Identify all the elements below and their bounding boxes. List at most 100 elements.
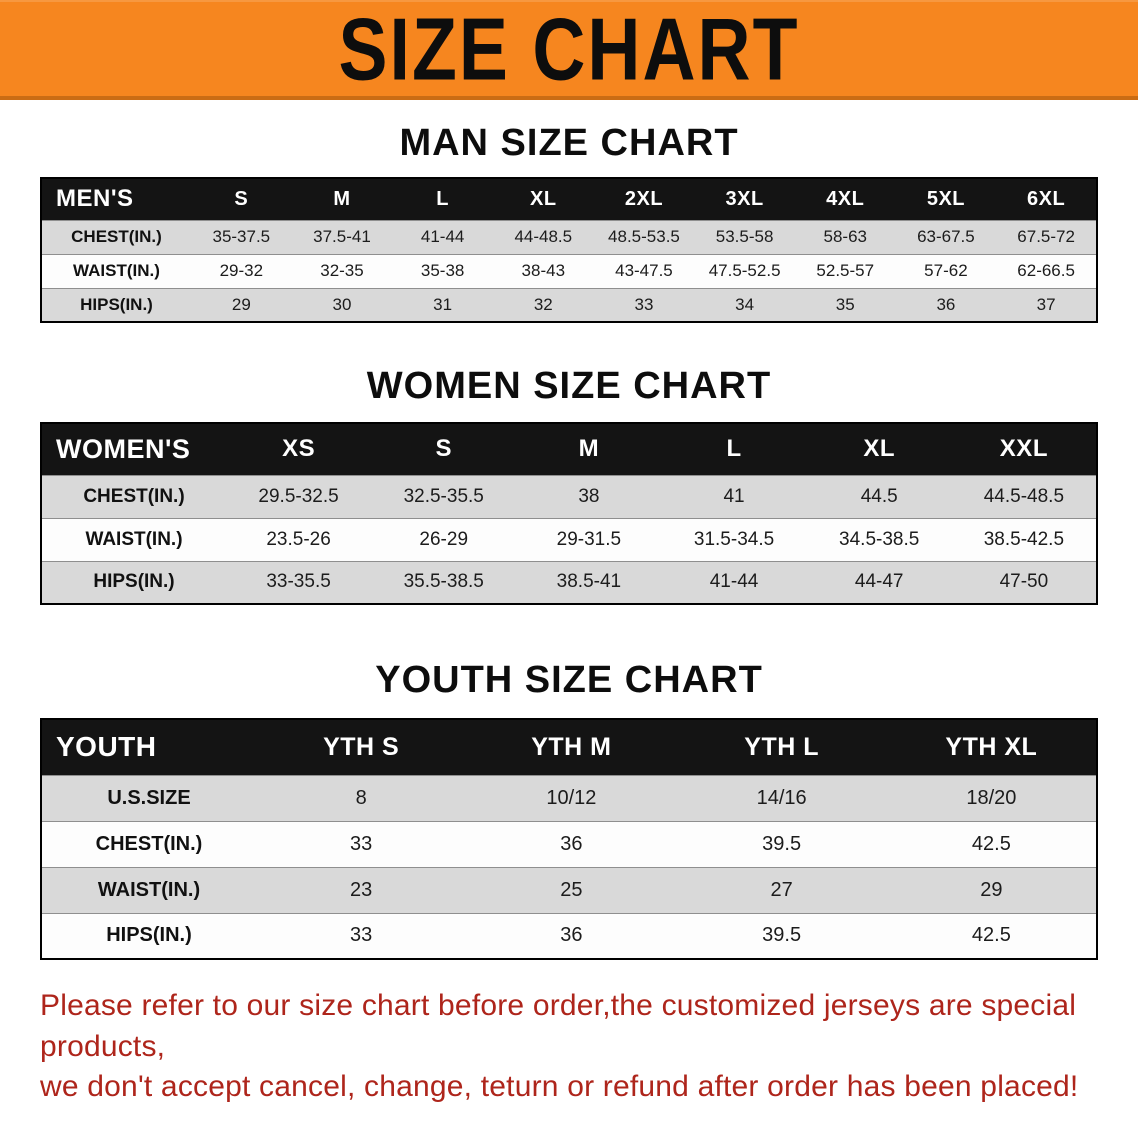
youth-size-table: YOUTH YTH S YTH M YTH L YTH XL U.S.SIZE 8 10/12…: [40, 718, 1098, 960]
table-cell: 37.5-41: [291, 219, 393, 254]
table-cell: 44-47: [806, 560, 952, 604]
size-column-header: 5XL: [895, 178, 997, 220]
table-row: WAIST(IN.) 23 25 27 29: [41, 866, 1097, 913]
size-column-header: 3XL: [694, 178, 795, 220]
table-cell: 23.5-26: [226, 517, 372, 561]
disclaimer-line-2: we don't accept cancel, change, teturn o…: [40, 1070, 1079, 1103]
row-label: HIPS(IN.): [41, 912, 256, 959]
women-size-table: WOMEN'S XS S M L XL XXL CHEST(IN.) 29.5-32.5 32.5…: [40, 422, 1098, 605]
size-column-header: XXL: [951, 423, 1097, 475]
banner: SIZE CHART: [0, 0, 1138, 100]
table-cell: 42.5: [886, 912, 1097, 959]
row-label: WAIST(IN.): [41, 866, 256, 913]
table-cell: 57-62: [895, 253, 997, 288]
table-cell: 29-32: [191, 253, 292, 288]
size-column-header: M: [516, 423, 662, 475]
disclaimer-line-1: Please refer to our size chart before or…: [40, 989, 1077, 1063]
table-cell: 35: [794, 287, 896, 322]
size-column-header: 4XL: [794, 178, 896, 220]
table-row: WAIST(IN.) 29-32 32-35 35-38 38-43 43-47.5 47.…: [41, 253, 1097, 288]
size-column-header: 2XL: [593, 178, 695, 220]
table-cell: 25: [466, 866, 677, 913]
size-column-header: YTH L: [676, 719, 887, 775]
table-cell: 23: [256, 866, 467, 913]
table-row: CHEST(IN.) 33 36 39.5 42.5: [41, 820, 1097, 867]
table-row: CHEST(IN.) 29.5-32.5 32.5-35.5 38 41 44.5 44.5…: [41, 474, 1097, 518]
table-cell: 8: [256, 774, 467, 821]
size-column-header: YTH S: [256, 719, 467, 775]
table-cell: 47.5-52.5: [694, 253, 795, 288]
men-section-heading: MAN SIZE CHART: [399, 122, 739, 164]
table-cell: 41-44: [661, 560, 807, 604]
table-cell: 38.5-42.5: [951, 517, 1097, 561]
table-cell: 44-48.5: [492, 219, 594, 254]
size-column-header: S: [371, 423, 517, 475]
table-cell: 33: [593, 287, 695, 322]
table-cell: 26-29: [371, 517, 517, 561]
table-cell: 31.5-34.5: [661, 517, 807, 561]
size-column-header: L: [392, 178, 493, 220]
table-cell: 30: [291, 287, 393, 322]
table-cell: 42.5: [886, 820, 1097, 867]
table-cell: 32-35: [291, 253, 393, 288]
size-column-header: YTH M: [466, 719, 677, 775]
table-cell: 10/12: [466, 774, 677, 821]
table-row: WAIST(IN.) 23.5-26 26-29 29-31.5 31.5-34.5 34…: [41, 517, 1097, 561]
table-title-cell: WOMEN'S: [41, 423, 226, 475]
women-section-heading: WOMEN SIZE CHART: [366, 365, 772, 407]
table-row: HIPS(IN.) 33-35.5 35.5-38.5 38.5-41 41-44 44-…: [41, 560, 1097, 604]
table-title-cell: MEN'S: [41, 178, 191, 220]
size-column-header: YTH XL: [886, 719, 1097, 775]
youth-size-section: YOUTH SIZE CHART YOUTH YTH S YTH M YTH L YTH…: [40, 659, 1098, 960]
table-row: U.S.SIZE 8 10/12 14/16 18/20: [41, 774, 1097, 821]
table-cell: 41: [661, 474, 807, 518]
table-cell: 14/16: [676, 774, 887, 821]
size-column-header: S: [191, 178, 292, 220]
table-cell: 53.5-58: [694, 219, 795, 254]
table-cell: 44.5: [806, 474, 952, 518]
table-cell: 35-38: [392, 253, 493, 288]
size-column-header: M: [291, 178, 393, 220]
size-column-header: XL: [806, 423, 952, 475]
men-size-section: MAN SIZE CHART MEN'S S M L XL 2XL 3XL 4XL 5XL 6XL…: [40, 122, 1098, 323]
table-cell: 58-63: [794, 219, 896, 254]
women-size-section: WOMEN SIZE CHART WOMEN'S XS S M L XL XXL CHEST(…: [40, 365, 1098, 605]
table-cell: 33: [256, 820, 467, 867]
table-cell: 63-67.5: [895, 219, 997, 254]
table-row: HIPS(IN.) 33 36 39.5 42.5: [41, 912, 1097, 959]
disclaimer-note: Please refer to our size chart before or…: [40, 986, 1098, 1108]
table-cell: 29: [191, 287, 292, 322]
table-cell: 35-37.5: [191, 219, 292, 254]
row-label: CHEST(IN.): [41, 219, 191, 254]
table-cell: 33: [256, 912, 467, 959]
row-label: CHEST(IN.): [41, 474, 226, 518]
table-cell: 52.5-57: [794, 253, 896, 288]
table-cell: 36: [466, 912, 677, 959]
table-cell: 29: [886, 866, 1097, 913]
table-cell: 34.5-38.5: [806, 517, 952, 561]
table-cell: 41-44: [392, 219, 493, 254]
table-cell: 18/20: [886, 774, 1097, 821]
table-cell: 32: [492, 287, 594, 322]
row-label: WAIST(IN.): [41, 253, 191, 288]
table-cell: 29.5-32.5: [226, 474, 372, 518]
header-row: WOMEN'S XS S M L XL XXL: [41, 423, 1097, 475]
youth-section-heading: YOUTH SIZE CHART: [375, 659, 763, 701]
header-row: YOUTH YTH S YTH M YTH L YTH XL: [41, 719, 1097, 775]
table-cell: 35.5-38.5: [371, 560, 517, 604]
table-cell: 36: [466, 820, 677, 867]
size-column-header: XS: [226, 423, 372, 475]
page-title: SIZE CHART: [338, 1, 800, 99]
table-cell: 43-47.5: [593, 253, 695, 288]
row-label: U.S.SIZE: [41, 774, 256, 821]
size-column-header: XL: [492, 178, 594, 220]
table-cell: 31: [392, 287, 493, 322]
table-cell: 36: [895, 287, 997, 322]
table-cell: 29-31.5: [516, 517, 662, 561]
table-cell: 39.5: [676, 820, 887, 867]
table-cell: 44.5-48.5: [951, 474, 1097, 518]
table-cell: 39.5: [676, 912, 887, 959]
table-cell: 67.5-72: [996, 219, 1097, 254]
table-cell: 34: [694, 287, 795, 322]
size-chart-content: MAN SIZE CHART MEN'S S M L XL 2XL 3XL 4XL 5XL 6XL…: [0, 122, 1138, 1108]
